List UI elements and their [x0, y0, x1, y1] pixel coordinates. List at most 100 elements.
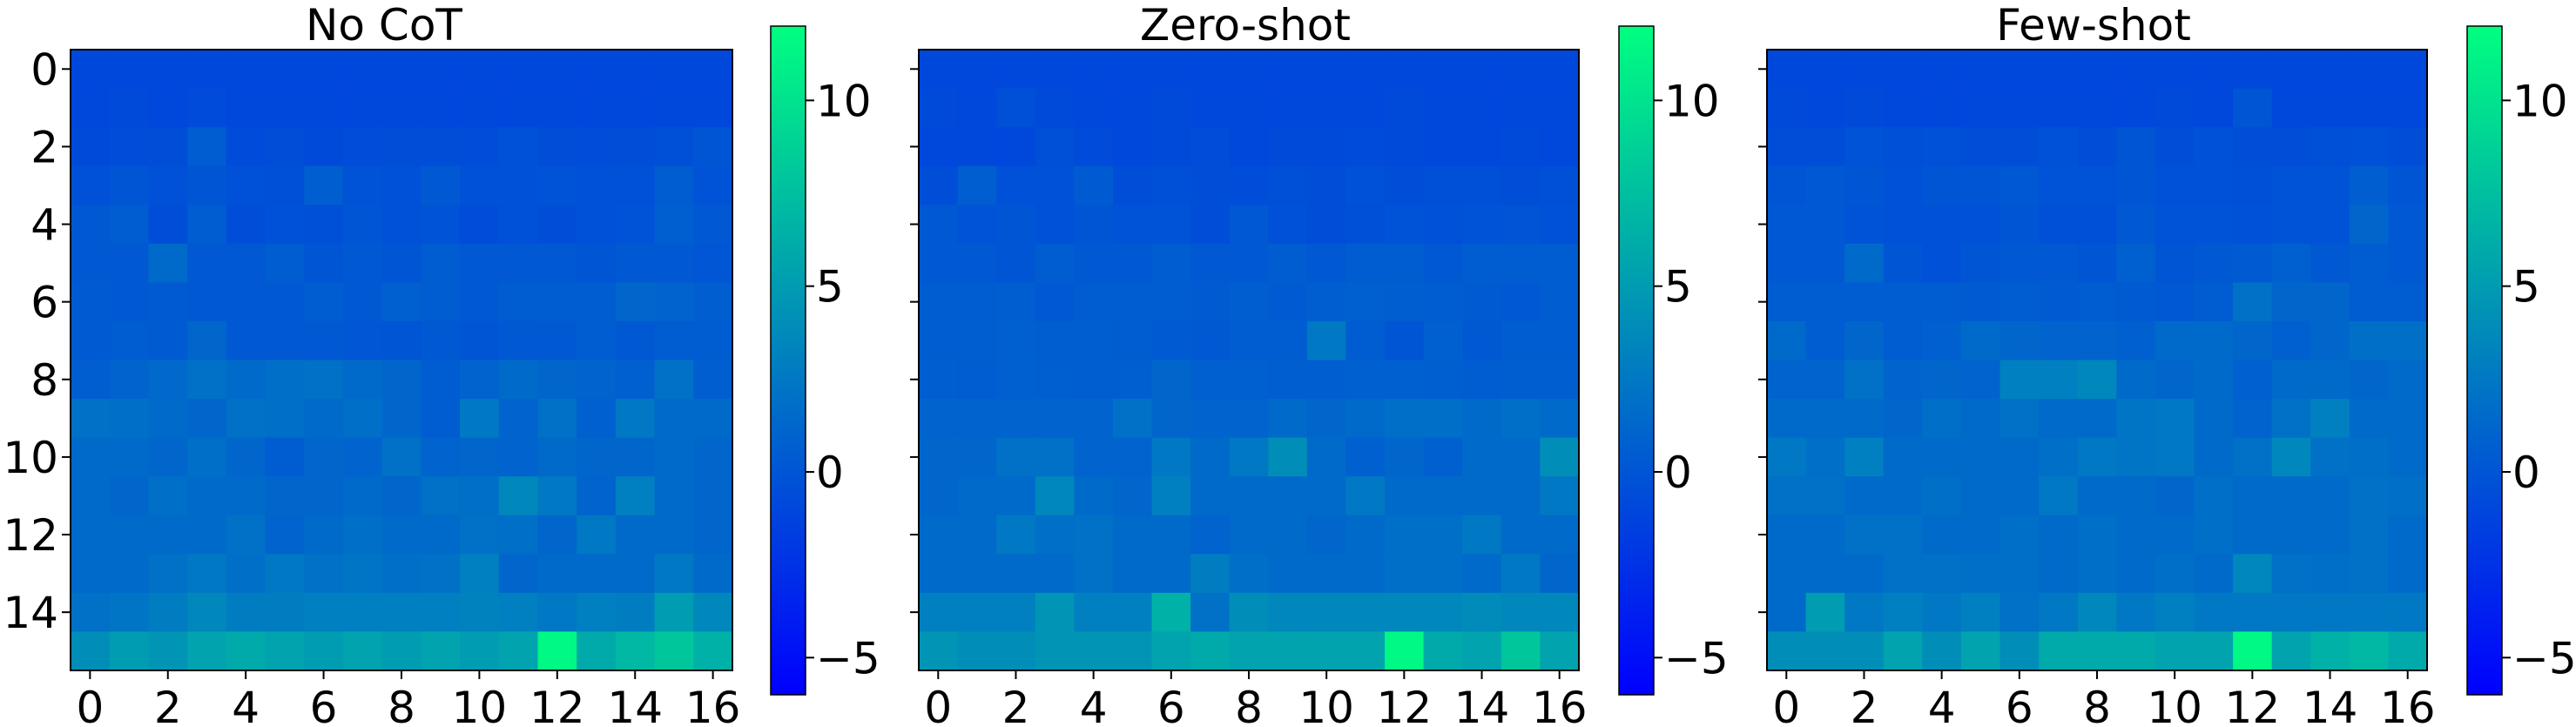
heatmap-cell: [499, 360, 538, 400]
heatmap-cell: [2272, 631, 2311, 670]
heatmap-cell: [2272, 321, 2311, 360]
heatmap-cell: [1035, 360, 1075, 400]
heatmap-cell: [655, 438, 694, 477]
heatmap-cell: [1152, 515, 1191, 555]
heatmap-cell: [1767, 593, 1806, 632]
heatmap-cell: [266, 321, 305, 360]
heatmap-cell: [2039, 554, 2078, 593]
heatmap-cell: [1767, 321, 1806, 360]
x-axis-ticks: 0 2 4 6 8 10 12 14 16: [76, 670, 740, 727]
heatmap-cell: [1190, 89, 1230, 128]
heatmap-cell: [1540, 244, 1579, 283]
heatmap-cell: [1961, 476, 2000, 515]
heatmap-cell: [1922, 438, 1961, 477]
heatmap-cell: [996, 205, 1035, 244]
heatmap-cell: [2350, 205, 2389, 244]
heatmap-cell: [1424, 399, 1463, 438]
heatmap-cell: [2078, 321, 2117, 360]
heatmap-cell: [110, 166, 149, 205]
heatmap-cell: [1230, 282, 1269, 321]
heatmap-cell: [1152, 89, 1191, 128]
heatmap-cell: [2350, 476, 2389, 515]
heatmap-cell: [1113, 89, 1152, 128]
colorbar-tick-label: −5: [1664, 633, 1729, 683]
heatmap-cell: [2350, 554, 2389, 593]
colorbar: [2467, 26, 2502, 695]
heatmap-cell: [1540, 515, 1579, 555]
heatmap-cell: [2078, 399, 2117, 438]
heatmap-cell: [1806, 205, 1845, 244]
heatmap-cell: [1462, 631, 1501, 670]
heatmap-cell: [460, 321, 499, 360]
heatmap-cell: [1961, 360, 2000, 400]
heatmap-cell: [2078, 205, 2117, 244]
heatmap-cell: [1806, 399, 1845, 438]
heatmap-cell: [266, 438, 305, 477]
heatmap-cell: [1385, 50, 1424, 89]
heatmap-cell: [1501, 515, 1541, 555]
heatmap-cell: [1345, 205, 1385, 244]
heatmap-cell: [382, 50, 421, 89]
heatmap-cell: [655, 515, 694, 555]
heatmap-cell: [1540, 89, 1579, 128]
heatmap-cell: [382, 205, 421, 244]
heatmap-cell: [304, 205, 343, 244]
heatmap-cell: [1190, 438, 1230, 477]
heatmap-cell: [71, 593, 110, 632]
heatmap-cell: [2388, 127, 2427, 166]
heatmap-cell: [2388, 476, 2427, 515]
heatmap-cell: [1190, 515, 1230, 555]
heatmap-cell: [1501, 244, 1541, 283]
heatmap-cell: [1035, 205, 1075, 244]
heatmap-cell: [1884, 515, 1923, 555]
heatmap-cell: [1806, 554, 1845, 593]
heatmap-cell: [2000, 476, 2040, 515]
heatmap-cell: [577, 476, 616, 515]
heatmap-cell: [2233, 205, 2272, 244]
heatmap-cell: [1307, 89, 1346, 128]
heatmap-cell: [655, 282, 694, 321]
heatmap-cell: [304, 321, 343, 360]
heatmap-cell: [1884, 476, 1923, 515]
heatmap-cell: [304, 515, 343, 555]
heatmap-cell: [1190, 244, 1230, 283]
heatmap-cell: [577, 593, 616, 632]
heatmap-cell: [2155, 205, 2195, 244]
heatmap-cell: [1424, 554, 1463, 593]
heatmap-cell: [2233, 476, 2272, 515]
heatmap-cell: [266, 127, 305, 166]
heatmap-cell: [421, 399, 460, 438]
heatmap-cell: [1268, 399, 1307, 438]
heatmap-cell: [1152, 166, 1191, 205]
heatmap-cell: [537, 438, 577, 477]
heatmap-cell: [655, 476, 694, 515]
heatmap-cell: [1035, 321, 1075, 360]
heatmap-cell: [1190, 282, 1230, 321]
heatmap-cell: [148, 438, 187, 477]
heatmap-cell: [2272, 244, 2311, 283]
heatmap-cell: [537, 554, 577, 593]
heatmap-cell: [343, 282, 382, 321]
heatmap-cell: [2310, 166, 2350, 205]
heatmap-cell: [1844, 476, 1884, 515]
heatmap-cell: [1922, 476, 1961, 515]
x-tick-label: 2: [154, 683, 182, 727]
heatmap-cell: [1806, 631, 1845, 670]
heatmap-cell: [693, 50, 732, 89]
heatmap-cell: [1035, 166, 1075, 205]
heatmap-cell: [2272, 399, 2311, 438]
heatmap-cell: [1268, 166, 1307, 205]
heatmap-cell: [1540, 321, 1579, 360]
heatmap-cell: [71, 554, 110, 593]
heatmap-cell: [2388, 631, 2427, 670]
heatmap-cell: [266, 50, 305, 89]
heatmap-cell: [266, 244, 305, 283]
heatmap-cell: [148, 399, 187, 438]
heatmap-cell: [1152, 438, 1191, 477]
heatmap-cell: [1385, 89, 1424, 128]
heatmap-cell: [2272, 166, 2311, 205]
heatmap-panel-zero-shot: Zero-shot 0 2 4 6 8 10 12 14 16 −5 0 5 10: [910, 0, 1729, 727]
colorbar-tick-label: 10: [1664, 76, 1720, 126]
heatmap-cell: [1035, 399, 1075, 438]
heatmap-cell: [616, 282, 655, 321]
